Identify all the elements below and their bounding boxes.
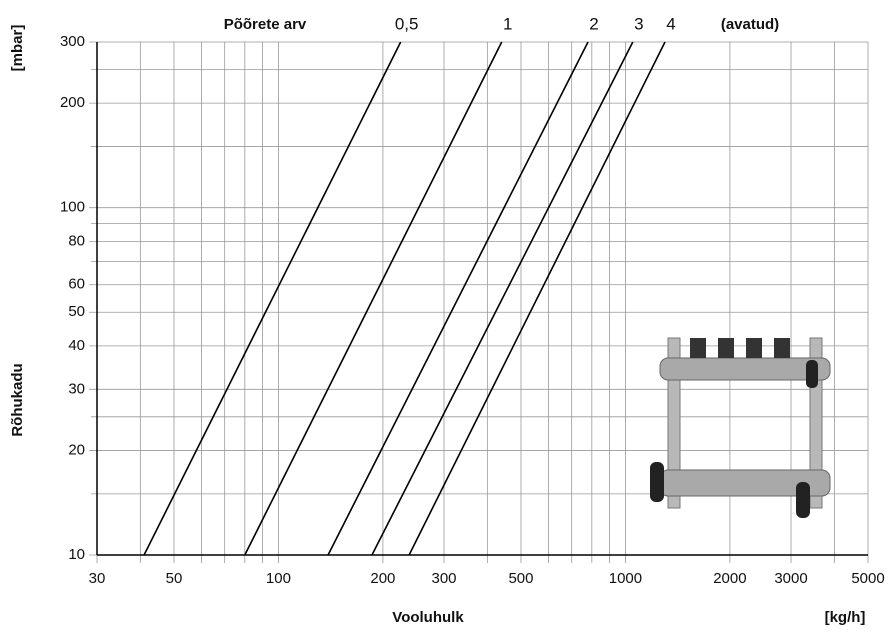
y-tick-label: 300 <box>60 33 85 50</box>
chart-title: Põõrete arv <box>224 16 307 33</box>
pressure-line <box>143 41 402 556</box>
y-axis-label: Rõhukadu <box>9 363 26 436</box>
y-unit: [mbar] <box>9 25 26 72</box>
x-axis-label: Vooluhulk <box>392 609 464 626</box>
x-tick-label: 300 <box>431 570 456 587</box>
x-tick-label: 3000 <box>774 570 807 587</box>
y-tick-label: 80 <box>68 232 85 249</box>
x-tick-label: 5000 <box>851 570 884 587</box>
y-tick-label: 50 <box>68 303 85 320</box>
x-tick-label: 100 <box>266 570 291 587</box>
y-tick-label: 10 <box>68 546 85 563</box>
series-label: 3 <box>634 14 643 33</box>
x-tick-label: 2000 <box>713 570 746 587</box>
chart-subtitle: (avatud) <box>721 16 779 33</box>
x-tick-label: 1000 <box>609 570 642 587</box>
pressure-line <box>244 41 503 556</box>
x-unit: [kg/h] <box>825 609 866 626</box>
x-tick-label: 50 <box>166 570 183 587</box>
series-label: 1 <box>503 14 512 33</box>
x-tick-label: 500 <box>508 570 533 587</box>
manifold-image <box>650 337 831 518</box>
x-tick-label: 200 <box>370 570 395 587</box>
y-tick-label: 100 <box>60 199 85 216</box>
y-tick-label: 60 <box>68 276 85 293</box>
pressure-line <box>408 41 666 556</box>
pressure-line <box>327 41 589 556</box>
x-tick-label: 30 <box>89 570 106 587</box>
series-label: 4 <box>666 14 675 33</box>
series-label: 2 <box>589 14 598 33</box>
y-tick-label: 20 <box>68 441 85 458</box>
y-tick-label: 30 <box>68 380 85 397</box>
pressure-line <box>371 41 634 556</box>
series-label: 0,5 <box>395 14 419 33</box>
y-tick-label: 40 <box>68 337 85 354</box>
y-tick-label: 200 <box>60 94 85 111</box>
